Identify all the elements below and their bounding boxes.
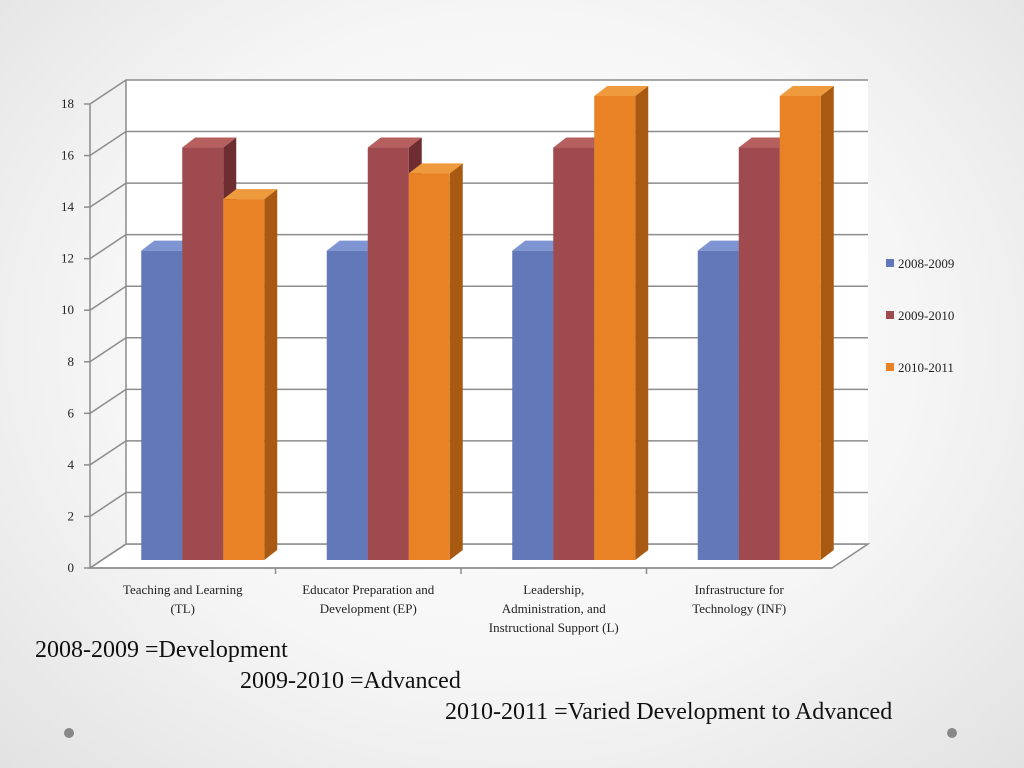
bar-2009-2010-1 (367, 147, 409, 561)
y-tick-label: 16 (61, 148, 75, 163)
x-category-label-line: Educator Preparation and (302, 582, 435, 597)
bar-2008-2009-3 (697, 250, 739, 560)
bar-2009-2010-0 (182, 147, 224, 561)
x-category-label-line: Infrastructure for (695, 582, 785, 597)
x-category-label-line: Instructional Support (L) (489, 620, 619, 635)
bar-top-2008-2009-1 (326, 240, 381, 251)
bar-2010-2011-3 (779, 96, 821, 560)
y-tick-label: 4 (68, 457, 75, 472)
slide-dot-right (947, 728, 957, 738)
x-category-label: Infrastructure for Technology (INF) (692, 582, 786, 616)
legend-note-development: 2008-2009 =Development (35, 637, 288, 663)
legend-label: 2010-2011 (898, 360, 954, 375)
y-tick-label: 6 (68, 405, 75, 420)
bar-side-2010-2011-2 (635, 86, 649, 560)
bar-2008-2009-0 (141, 250, 183, 560)
y-tick-label: 18 (61, 96, 74, 111)
y-tick-label: 10 (61, 302, 74, 317)
x-category-label: Teaching and Learning (TL) (123, 582, 243, 616)
bar-side-2010-2011-0 (264, 189, 278, 560)
x-category-label-line: Teaching and Learning (123, 582, 243, 597)
bar-2010-2011-0 (223, 199, 265, 560)
bar-2008-2009-1 (326, 250, 368, 560)
y-tick-label: 8 (68, 354, 75, 369)
bar-chart: 0 2 4 6 8 10 12 14 16 18 Teaching and Learning (TL)… (61, 79, 954, 635)
legend-note-varied: 2010-2011 =Varied Development to Advance… (445, 699, 893, 725)
bar-top-2008-2009-3 (697, 240, 752, 251)
bar-2010-2011-1 (408, 173, 450, 561)
bar-side-2010-2011-1 (449, 163, 463, 561)
bar-top-2010-2011-2 (594, 86, 649, 96)
bar-top-2008-2009-2 (512, 240, 567, 251)
bar-2008-2009-2 (512, 250, 554, 560)
bar-top-2009-2010-0 (182, 137, 237, 148)
bar-2010-2011-2 (594, 96, 636, 560)
legend-swatch (886, 363, 894, 371)
legend-note-advanced: 2009-2010 =Advanced (240, 668, 461, 694)
x-category-label-line: (TL) (170, 601, 195, 616)
legend-swatch (886, 311, 894, 319)
x-category-label: Educator Preparation and Development (EP) (302, 582, 435, 616)
x-category-label-line: Development (EP) (320, 601, 417, 616)
bar-side-2010-2011-3 (820, 86, 834, 560)
y-tick-label: 0 (68, 560, 75, 575)
y-tick-label: 14 (61, 199, 75, 214)
y-tick-label: 2 (68, 508, 75, 523)
x-category-label-line: Administration, and (502, 601, 606, 616)
bar-top-2010-2011-0 (223, 189, 278, 200)
y-tick-label: 12 (61, 251, 74, 266)
bar-top-2009-2010-1 (367, 137, 422, 148)
x-category-label: Leadership, Administration, and Instructio… (489, 582, 619, 635)
bar-top-2009-2010-3 (738, 137, 793, 148)
slide-dot-left (64, 728, 74, 738)
bar-2009-2010-3 (738, 147, 780, 561)
bar-top-2008-2009-0 (141, 240, 196, 251)
legend-swatch (886, 259, 894, 267)
legend-label: 2009-2010 (898, 308, 954, 323)
x-category-label-line: Leadership, (523, 582, 584, 597)
bar-top-2009-2010-2 (553, 137, 608, 148)
bar-top-2010-2011-1 (408, 163, 463, 174)
bar-2009-2010-2 (553, 147, 595, 561)
bar-top-2010-2011-3 (779, 86, 834, 96)
legend-label: 2008-2009 (898, 256, 954, 271)
x-category-label-line: Technology (INF) (692, 601, 786, 616)
